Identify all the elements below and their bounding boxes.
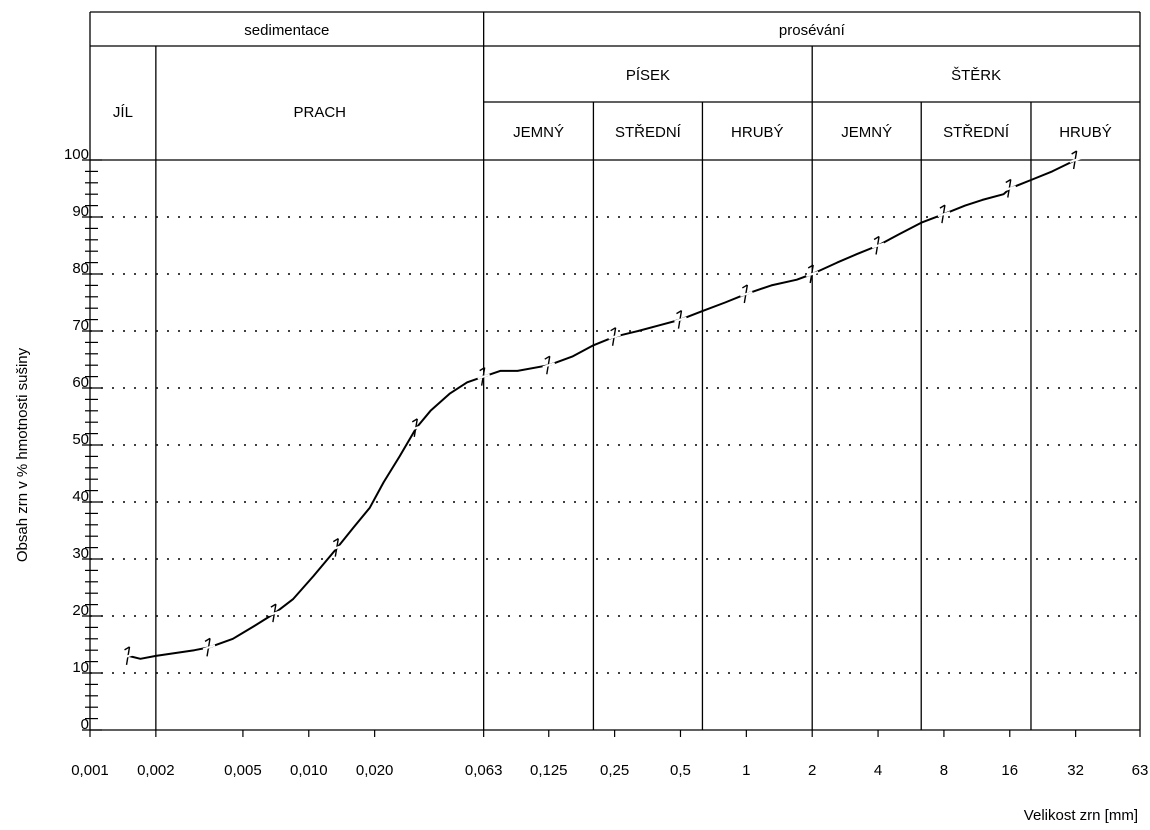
curve-marker: [674, 316, 687, 323]
curve-marker: [409, 424, 423, 431]
header-group-label: PRACH: [294, 104, 347, 121]
y-tick-label: 70: [72, 317, 89, 334]
curve-marker: [1071, 150, 1077, 155]
x-tick-label: 1: [742, 762, 750, 779]
y-tick-label: 0: [81, 716, 89, 733]
curve-marker: [330, 544, 344, 551]
curve-marker: [740, 291, 753, 297]
curve-marker: [411, 418, 418, 423]
curve-marker: [1003, 185, 1017, 192]
header-group-label: ŠTĚRK: [951, 67, 1001, 84]
x-tick-label: 0,005: [224, 762, 262, 779]
header-top-label: prosévání: [779, 22, 846, 39]
curve-marker: [268, 610, 282, 617]
header-group-label: JÍL: [113, 104, 133, 121]
header-group-label: PÍSEK: [626, 67, 670, 84]
curve-marker: [332, 537, 339, 543]
y-tick-label: 40: [72, 488, 89, 505]
x-tick-label: 0,063: [465, 762, 503, 779]
curve-marker: [676, 309, 682, 315]
curve-marker: [608, 333, 621, 340]
curve-marker: [1069, 157, 1082, 163]
curve-marker: [477, 373, 490, 380]
y-tick-label: 30: [72, 545, 89, 562]
x-tick-label: 32: [1067, 762, 1084, 779]
header-subgroup-label: HRUBÝ: [731, 124, 784, 141]
curve-marker: [124, 646, 130, 651]
header-subgroup-label: STŘEDNÍ: [615, 124, 682, 141]
y-tick-label: 80: [72, 260, 89, 277]
curve-marker: [871, 242, 885, 249]
y-tick-label: 10: [72, 659, 89, 676]
header-subgroup-label: STŘEDNÍ: [943, 124, 1010, 141]
x-tick-label: 0,5: [670, 762, 691, 779]
y-tick-label: 20: [72, 602, 89, 619]
header-subgroup-label: JEMNÝ: [513, 124, 564, 141]
y-axis-title: Obsah zrn v % hmotnosti sušiny: [14, 347, 31, 562]
curve-marker: [270, 603, 277, 608]
y-tick-label: 60: [72, 374, 89, 391]
curve-marker: [805, 271, 819, 277]
curve-marker: [741, 284, 748, 289]
header-top-label: sedimentace: [244, 22, 329, 39]
x-tick-label: 2: [808, 762, 816, 779]
x-tick-label: 16: [1001, 762, 1018, 779]
curve-line: [128, 159, 1077, 660]
curve-marker: [610, 327, 616, 332]
y-tick-label: 50: [72, 431, 89, 448]
curve-marker: [122, 652, 135, 659]
curve-marker: [479, 366, 486, 372]
x-tick-label: 0,002: [137, 762, 175, 779]
x-axis-title: Velikost zrn [mm]: [1024, 807, 1138, 824]
x-tick-label: 4: [874, 762, 882, 779]
curve-marker: [204, 637, 211, 642]
x-tick-label: 0,001: [71, 762, 109, 779]
curve-marker: [937, 211, 951, 218]
x-tick-label: 0,010: [290, 762, 328, 779]
x-tick-label: 63: [1132, 762, 1149, 779]
curve-marker: [807, 264, 814, 269]
curve-marker: [542, 362, 556, 369]
header-subgroup-label: JEMNÝ: [841, 124, 892, 141]
curve-marker: [939, 204, 946, 209]
x-tick-label: 0,125: [530, 762, 568, 779]
curve-marker: [1005, 178, 1012, 184]
header-subgroup-label: HRUBÝ: [1059, 124, 1112, 141]
y-tick-label: 100: [64, 146, 89, 163]
x-tick-label: 8: [940, 762, 948, 779]
x-tick-label: 0,25: [600, 762, 629, 779]
curve-marker: [544, 355, 551, 360]
y-tick-label: 90: [72, 203, 89, 220]
x-tick-label: 0,020: [356, 762, 394, 779]
curve-marker: [873, 235, 880, 241]
curve-marker: [202, 644, 216, 651]
